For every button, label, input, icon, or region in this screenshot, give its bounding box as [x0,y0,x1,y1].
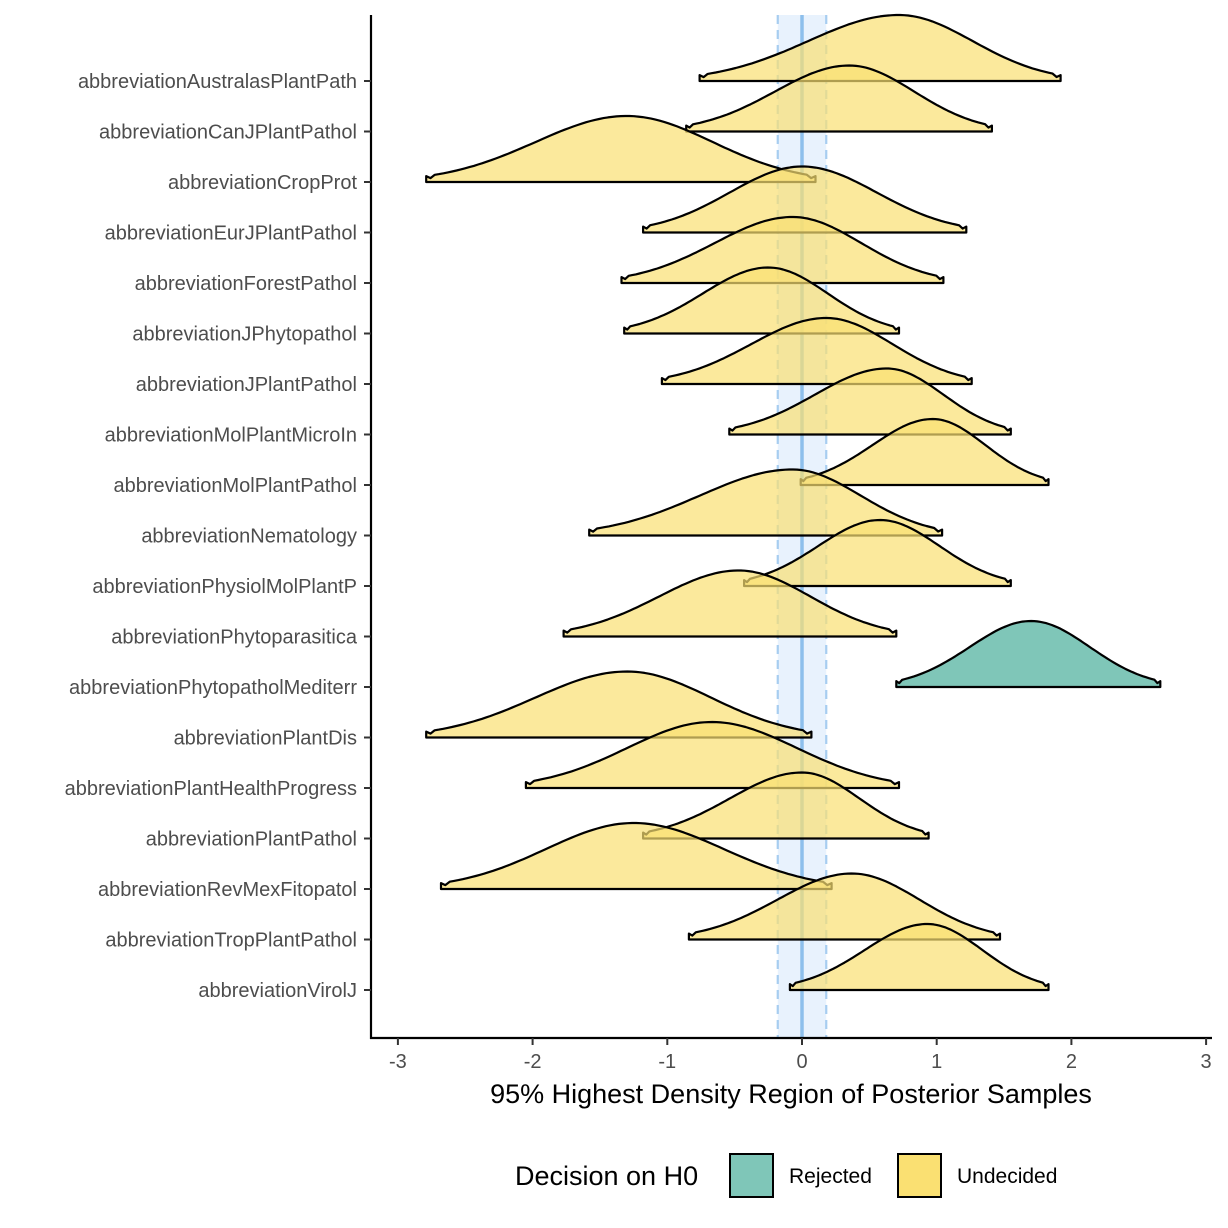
x-tick-label: -2 [524,1051,542,1073]
x-tick-label: 3 [1201,1051,1212,1073]
ridge-density [620,215,945,285]
ridge-density [588,468,944,537]
legend-key-undecided [897,1153,942,1198]
legend-key-rejected [729,1153,774,1198]
ridge-density [660,316,973,386]
y-tick-label: abbreviationCanJPlantPathol [99,122,357,144]
x-tick-label: 0 [796,1051,807,1073]
y-tick-label: abbreviationAustralasPlantPath [78,71,357,93]
legend-title: Decision on H0 [515,1161,698,1191]
x-tick-label: 2 [1066,1051,1077,1073]
y-tick-label: abbreviationJPlantPathol [136,374,357,396]
x-axis-ticks: -3 -2 -1 0 1 2 3 [389,1038,1212,1073]
y-tick-label: abbreviationPlantDis [174,728,357,750]
ridge-density [788,922,1050,992]
y-tick-label: abbreviationPhytoparasitica [111,627,358,649]
ridge-density [698,13,1062,83]
ridge-density [743,518,1012,588]
y-tick-label: abbreviationPhytopatholMediterr [69,677,357,699]
y-tick-label: abbreviationJPhytopathol [132,324,357,346]
y-tick-label: abbreviationMolPlantPathol [114,475,358,497]
ridge-density [687,872,1002,941]
ridge-density [895,619,1162,689]
y-tick-label: abbreviationVirolJ [198,980,357,1002]
legend: Decision on H0 Rejected Undecided [515,1153,1057,1198]
y-tick-label: abbreviationEurJPlantPathol [105,223,357,245]
y-tick-label: abbreviationForestPathol [135,273,357,295]
y-tick-label: abbreviationRevMexFitopatol [98,879,357,901]
ridge-density [524,720,901,790]
ridges-layer [425,13,1162,992]
legend-label-rejected: Rejected [789,1165,872,1188]
ridge-density [728,367,1012,436]
x-tick-label: -3 [389,1051,407,1073]
y-tick-label: abbreviationNematology [141,526,357,548]
ridge-density [642,771,930,840]
x-axis-title: 95% Highest Density Region of Posterior … [490,1079,1092,1109]
axes: abbreviationAustralasPlantPath abbreviati… [65,15,1212,1073]
ridge-density [439,821,833,891]
y-tick-label: abbreviationTropPlantPathol [105,930,357,952]
y-tick-label: abbreviationPlantHealthProgress [65,778,357,800]
ridge-density [425,114,817,184]
ridge-density [799,417,1050,487]
ridge-density [642,165,968,234]
legend-label-undecided: Undecided [957,1165,1057,1188]
y-tick-label: abbreviationMolPlantMicroIn [105,425,357,447]
y-tick-label: abbreviationPhysiolMolPlantP [92,576,357,598]
y-axis-ticks: abbreviationAustralasPlantPath abbreviati… [65,71,371,1002]
x-tick-label: 1 [931,1051,942,1073]
y-tick-label: abbreviationCropProt [168,172,357,194]
y-tick-label: abbreviationPlantPathol [146,829,357,851]
ridge-density [562,569,898,638]
ridge-density [685,64,993,133]
x-tick-label: -1 [658,1051,676,1073]
